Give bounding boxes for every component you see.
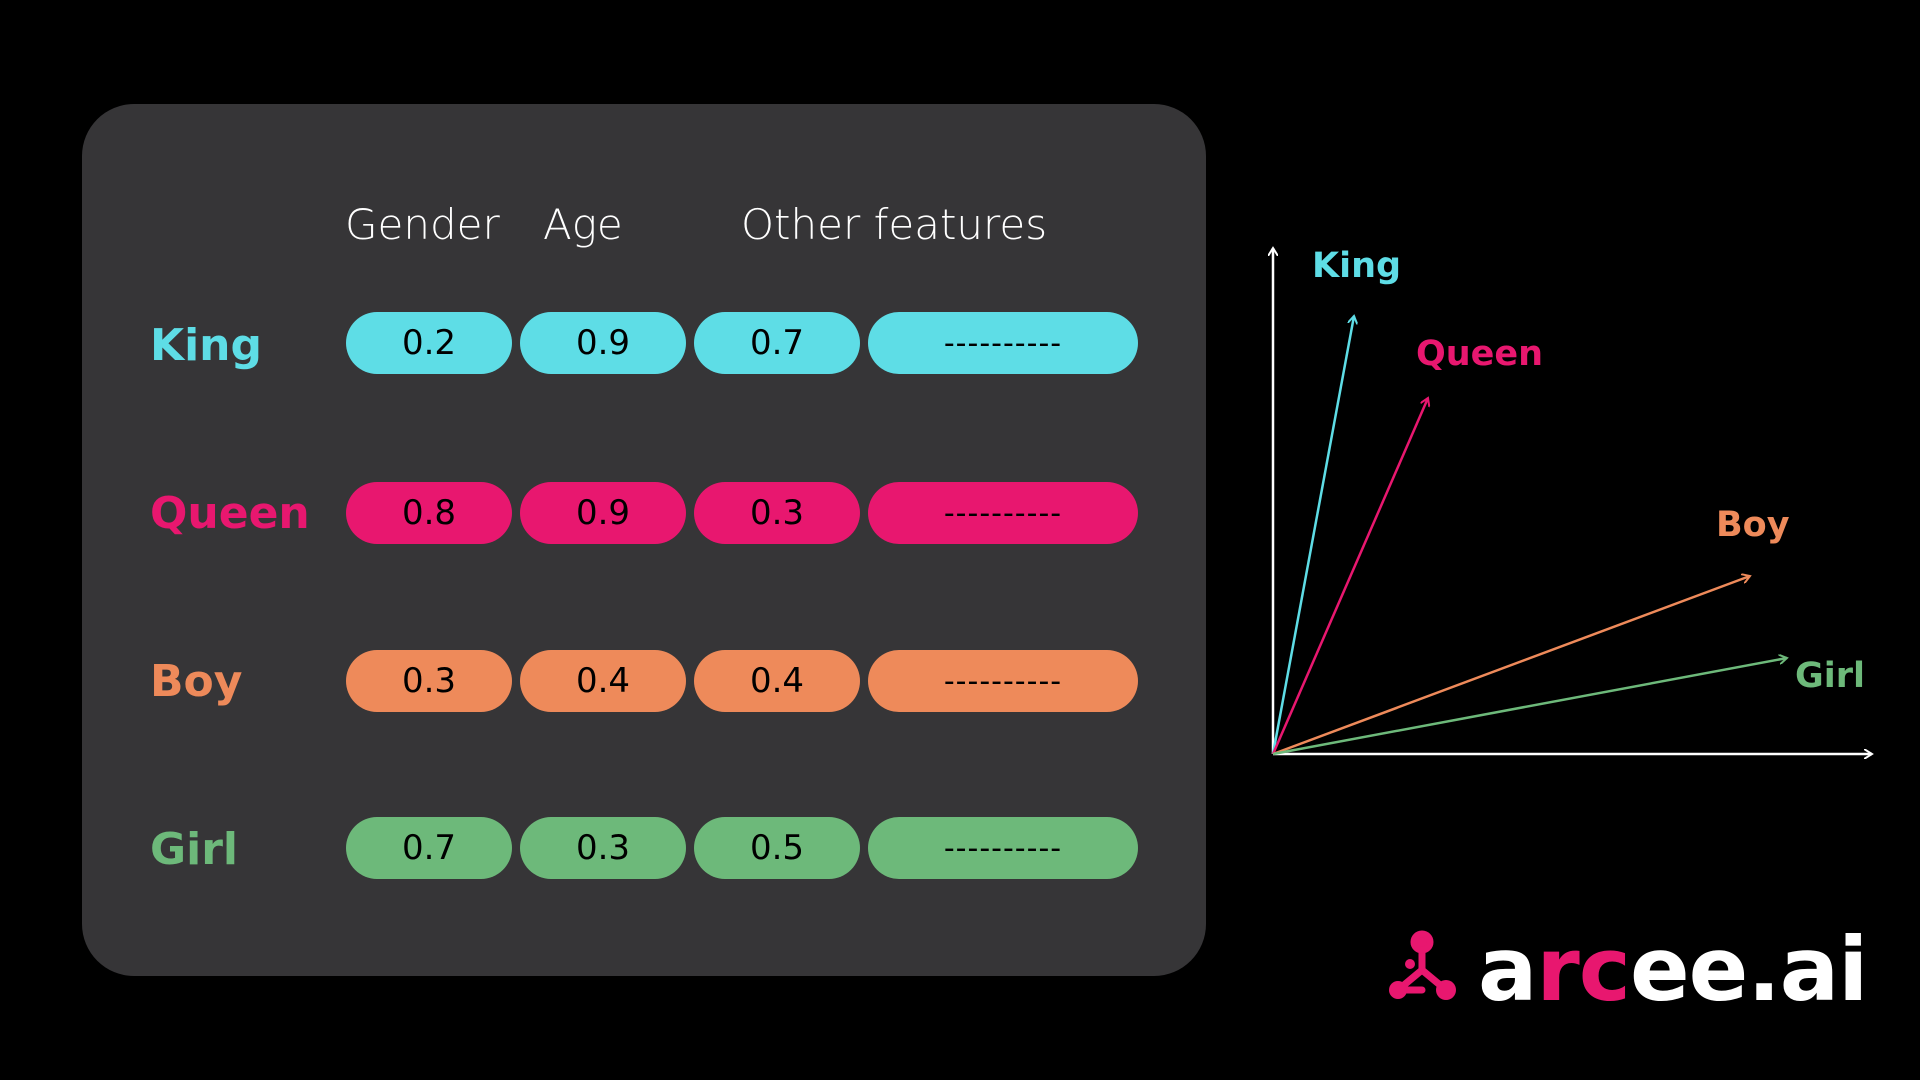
cell-king-more: ---------- xyxy=(868,312,1138,374)
cell-girl-other: 0.5 xyxy=(694,817,860,879)
cell-king-age: 0.9 xyxy=(520,312,686,374)
vector-queen xyxy=(1271,398,1428,755)
cell-king-gender: 0.2 xyxy=(346,312,512,374)
arcee-logo: arcee.ai xyxy=(1380,925,1868,1015)
cell-girl-gender: 0.7 xyxy=(346,817,512,879)
molecule-icon xyxy=(1389,930,1456,1000)
vector-label-king: King xyxy=(1312,246,1402,286)
vector-girl xyxy=(1272,658,1787,756)
cell-queen-gender: 0.8 xyxy=(346,482,512,544)
logo-rest: ee.ai xyxy=(1629,918,1868,1021)
logo-rc: rc xyxy=(1536,918,1631,1021)
cell-boy-age: 0.4 xyxy=(520,650,686,712)
cell-girl-more: ---------- xyxy=(868,817,1138,879)
vector-label-queen: Queen xyxy=(1416,334,1544,374)
vector-label-boy: Boy xyxy=(1716,505,1790,545)
row-label-queen: Queen xyxy=(150,488,310,539)
vector-boy xyxy=(1272,576,1750,756)
cell-boy-other: 0.4 xyxy=(694,650,860,712)
cell-queen-other: 0.3 xyxy=(694,482,860,544)
row-label-girl: Girl xyxy=(150,824,238,875)
header-gender: Gender xyxy=(345,200,500,249)
cell-king-other: 0.7 xyxy=(694,312,860,374)
header-other-features: Other features xyxy=(741,200,1048,249)
cell-girl-age: 0.3 xyxy=(520,817,686,879)
row-label-king: King xyxy=(150,320,262,371)
header-age: Age xyxy=(543,200,623,249)
cell-boy-more: ---------- xyxy=(868,650,1138,712)
vector-plot xyxy=(1240,230,1900,790)
cell-boy-gender: 0.3 xyxy=(346,650,512,712)
cell-queen-more: ---------- xyxy=(868,482,1138,544)
vector-king xyxy=(1271,316,1354,755)
row-label-boy: Boy xyxy=(150,656,243,707)
logo-wordmark: arcee.ai xyxy=(1478,926,1868,1014)
vector-label-girl: Girl xyxy=(1795,656,1865,696)
cell-queen-age: 0.9 xyxy=(520,482,686,544)
logo-a: a xyxy=(1478,918,1537,1021)
